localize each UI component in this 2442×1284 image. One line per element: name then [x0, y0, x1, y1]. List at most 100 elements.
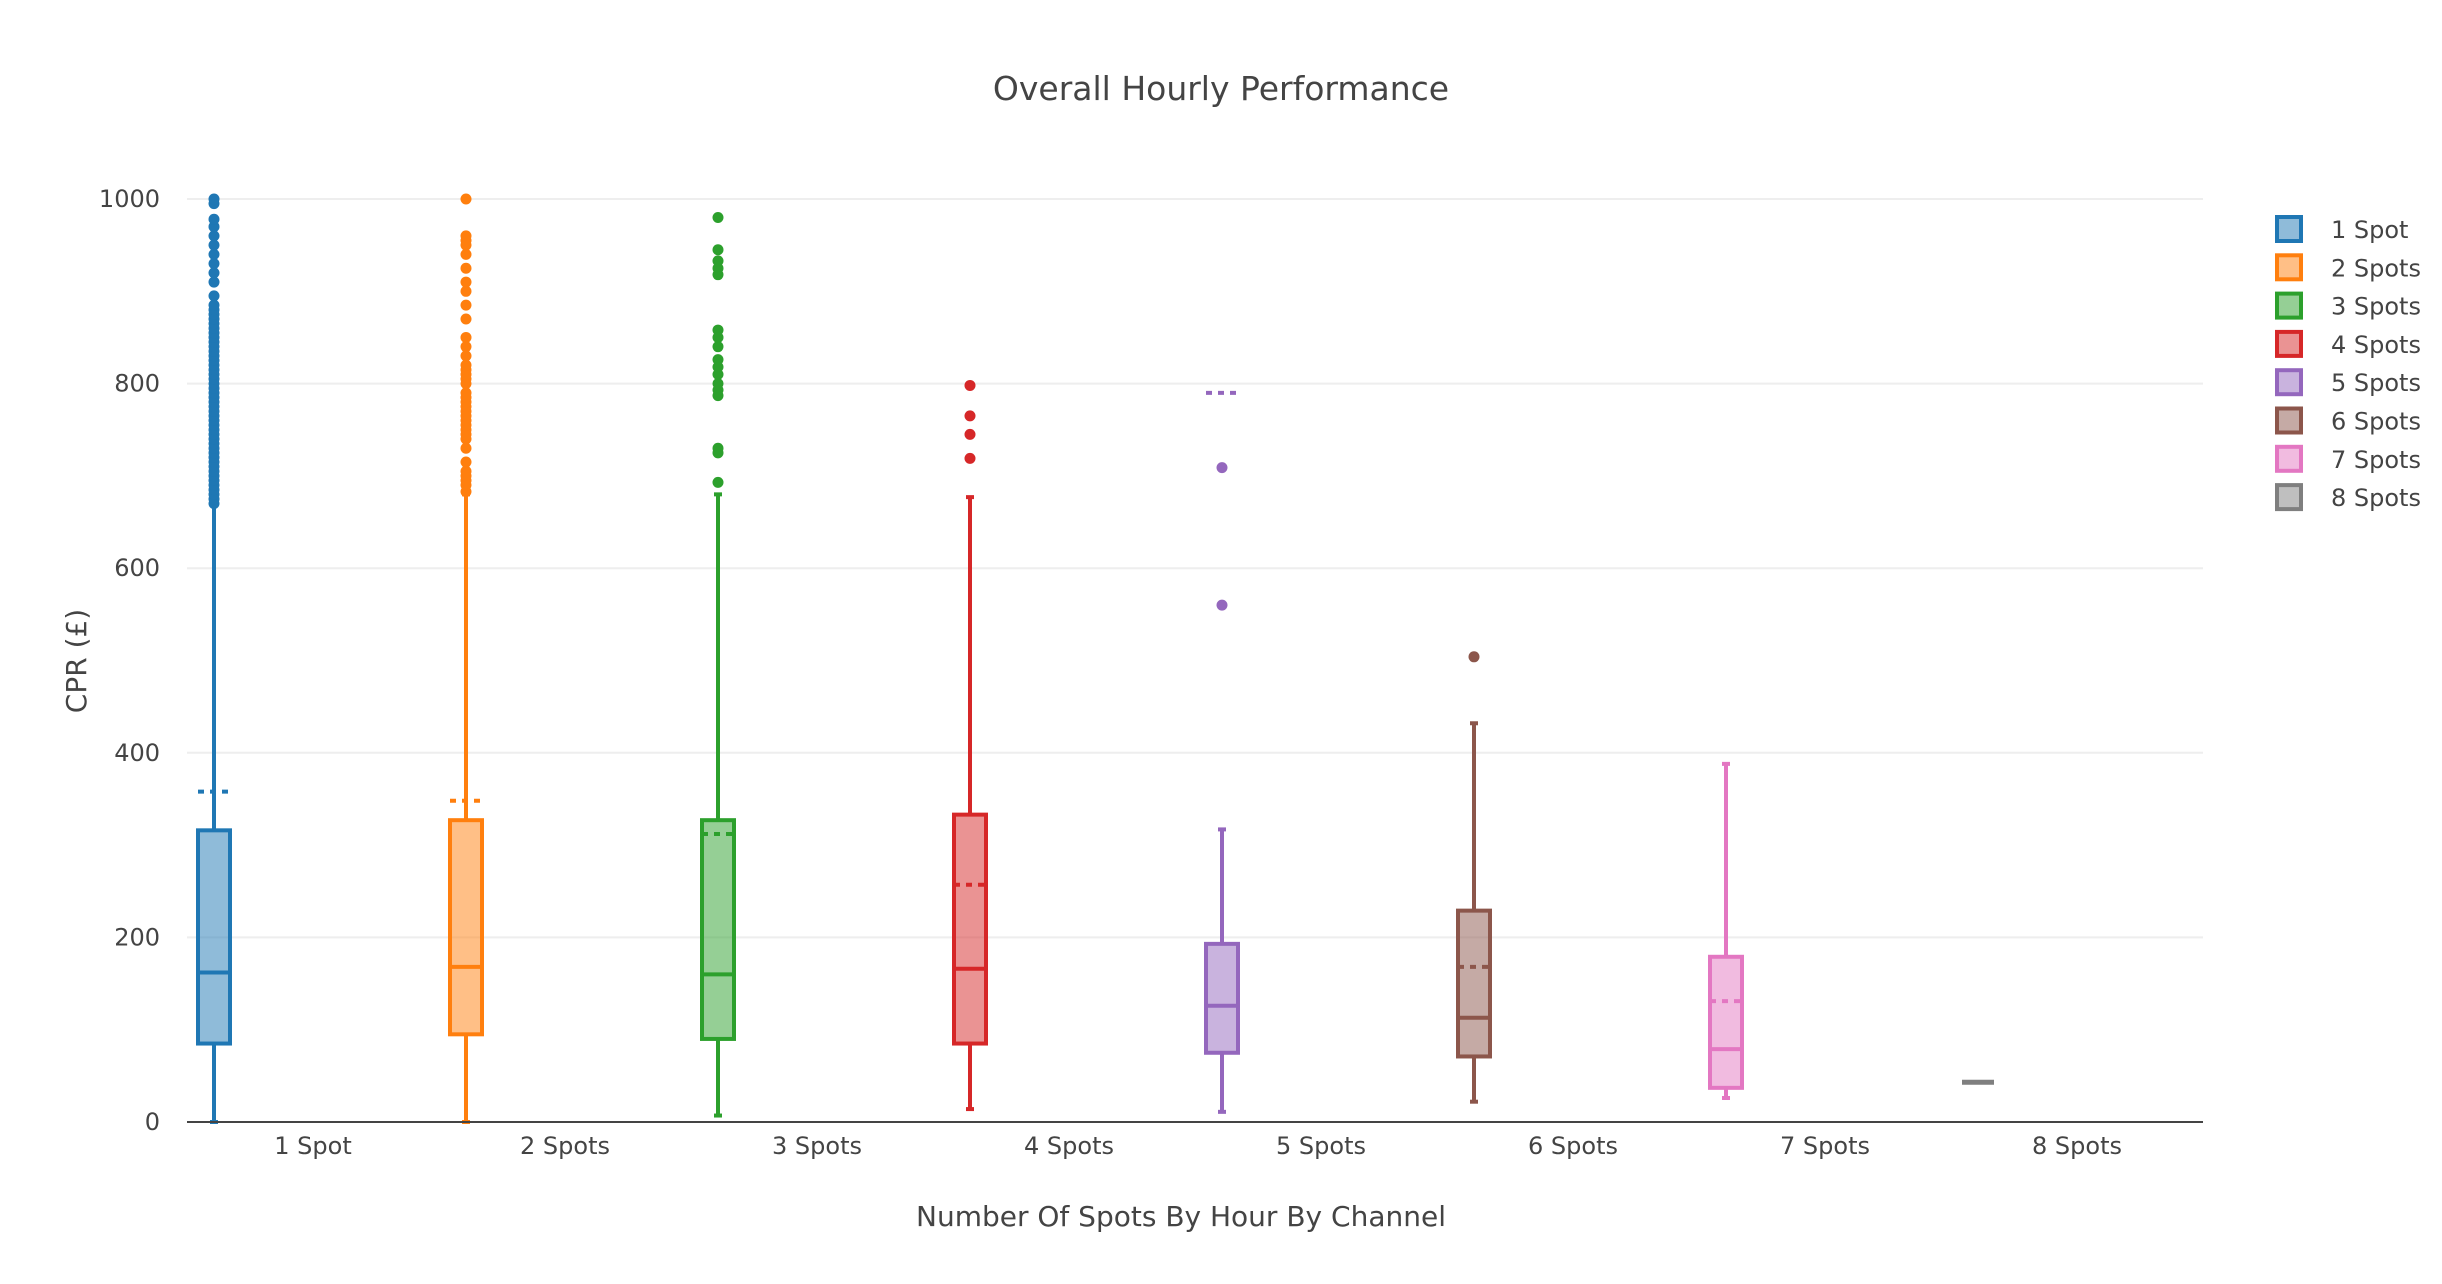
- outlier-point: [460, 299, 472, 311]
- box-iqr: [952, 812, 988, 1046]
- outlier-point: [460, 285, 472, 297]
- legend-item-2[interactable]: 2 Spots: [2275, 253, 2421, 282]
- outlier-point: [208, 276, 220, 288]
- outlier-point: [712, 244, 724, 256]
- legend-swatch: [2275, 291, 2303, 320]
- y-axis-ticks: 0 200 400 600 800 1000: [99, 185, 160, 1136]
- gridlines: [187, 198, 2203, 939]
- legend-label: 4 Spots: [2331, 331, 2421, 359]
- outlier-point: [712, 354, 724, 366]
- legend-label: 6 Spots: [2331, 408, 2421, 436]
- outlier-point: [712, 442, 724, 454]
- box-iqr: [1204, 941, 1240, 1055]
- box-series: [196, 193, 1994, 1124]
- x-tick-label-3: 3 Spots: [772, 1132, 862, 1160]
- y-tick-label-800: 800: [114, 370, 160, 398]
- outlier-point: [460, 248, 472, 260]
- legend-label: 1 Spot: [2331, 216, 2408, 244]
- x-tick-label-5: 5 Spots: [1276, 1132, 1366, 1160]
- box-series-1: [196, 193, 232, 1124]
- outlier-point: [1216, 462, 1228, 474]
- legend-item-5[interactable]: 5 Spots: [2275, 368, 2421, 397]
- box-iqr: [196, 828, 232, 1046]
- legend-label: 5 Spots: [2331, 369, 2421, 397]
- outlier-point: [712, 211, 724, 223]
- outlier-point: [712, 378, 724, 390]
- legend-item-4[interactable]: 4 Spots: [2275, 329, 2421, 359]
- outlier-point: [460, 359, 472, 371]
- outlier-point: [208, 299, 220, 311]
- box-iqr: [448, 818, 484, 1037]
- outlier-point: [712, 255, 724, 267]
- outlier-point: [460, 331, 472, 343]
- outlier-point: [208, 213, 220, 225]
- box-series-3: [700, 211, 736, 1118]
- legend[interactable]: 1 Spot 2 Spots 3 Spots 4 Spots 5 Spots 6 Spot…: [2275, 215, 2421, 512]
- box-series-6: [1456, 651, 1492, 1104]
- box-iqr: [1708, 954, 1744, 1090]
- outlier-point: [712, 324, 724, 336]
- outlier-point: [964, 410, 976, 422]
- box-series-7: [1708, 761, 1744, 1101]
- outlier-point: [964, 452, 976, 464]
- y-axis-title: CPR (£): [60, 609, 93, 713]
- outlier-point: [460, 276, 472, 288]
- legend-label: 2 Spots: [2331, 254, 2421, 282]
- outlier-point: [460, 313, 472, 325]
- x-tick-label-4: 4 Spots: [1024, 1132, 1114, 1160]
- legend-swatch: [2275, 483, 2303, 512]
- outlier-point: [712, 476, 724, 488]
- legend-swatch: [2275, 368, 2303, 397]
- legend-item-3[interactable]: 3 Spots: [2275, 291, 2421, 321]
- y-tick-label-0: 0: [145, 1108, 160, 1136]
- box-iqr: [1456, 908, 1492, 1059]
- legend-label: 3 Spots: [2331, 293, 2421, 321]
- legend-label: 8 Spots: [2331, 484, 2421, 512]
- outlier-point: [460, 230, 472, 242]
- legend-swatch: [2275, 406, 2303, 435]
- legend-item-7[interactable]: 7 Spots: [2275, 444, 2421, 474]
- outlier-point: [460, 262, 472, 274]
- outlier-point: [1468, 651, 1480, 663]
- y-tick-label-200: 200: [114, 923, 160, 951]
- outlier-point: [712, 341, 724, 353]
- outlier-point: [460, 387, 472, 399]
- outlier-point: [208, 258, 220, 270]
- x-tick-label-8: 8 Spots: [2032, 1132, 2122, 1160]
- box-iqr: [700, 818, 736, 1041]
- outlier-point: [208, 230, 220, 242]
- box-series-2: [448, 193, 484, 1124]
- outlier-point: [208, 193, 220, 205]
- y-tick-label-400: 400: [114, 739, 160, 767]
- legend-swatch: [2275, 215, 2303, 243]
- outlier-point: [460, 442, 472, 454]
- outlier-point: [964, 379, 976, 391]
- box-series-4: [952, 379, 988, 1112]
- legend-swatch: [2275, 444, 2303, 473]
- outlier-point: [208, 248, 220, 260]
- legend-item-1[interactable]: 1 Spot: [2275, 215, 2408, 244]
- chart-title: Overall Hourly Performance: [993, 69, 1449, 108]
- x-axis-ticks: 1 Spot 2 Spots 3 Spots 4 Spots 5 Spots 6 Spot…: [274, 1132, 2122, 1160]
- outlier-point: [460, 456, 472, 468]
- legend-item-6[interactable]: 6 Spots: [2275, 406, 2421, 436]
- outlier-point: [460, 341, 472, 353]
- box-series-5: [1204, 390, 1240, 1114]
- outlier-point: [460, 350, 472, 362]
- x-tick-label-6: 6 Spots: [1528, 1132, 1618, 1160]
- outlier-point: [460, 193, 472, 205]
- outlier-point: [964, 428, 976, 440]
- x-axis-title: Number Of Spots By Hour By Channel: [916, 1200, 1446, 1233]
- legend-item-8[interactable]: 8 Spots: [2275, 483, 2421, 512]
- y-tick-label-1000: 1000: [99, 185, 160, 213]
- x-tick-label-7: 7 Spots: [1780, 1132, 1870, 1160]
- x-tick-label-2: 2 Spots: [520, 1132, 610, 1160]
- y-tick-label-600: 600: [114, 554, 160, 582]
- outlier-point: [1216, 599, 1228, 611]
- outlier-point: [208, 239, 220, 251]
- legend-swatch: [2275, 253, 2303, 282]
- legend-label: 7 Spots: [2331, 446, 2421, 474]
- outlier-point: [208, 290, 220, 302]
